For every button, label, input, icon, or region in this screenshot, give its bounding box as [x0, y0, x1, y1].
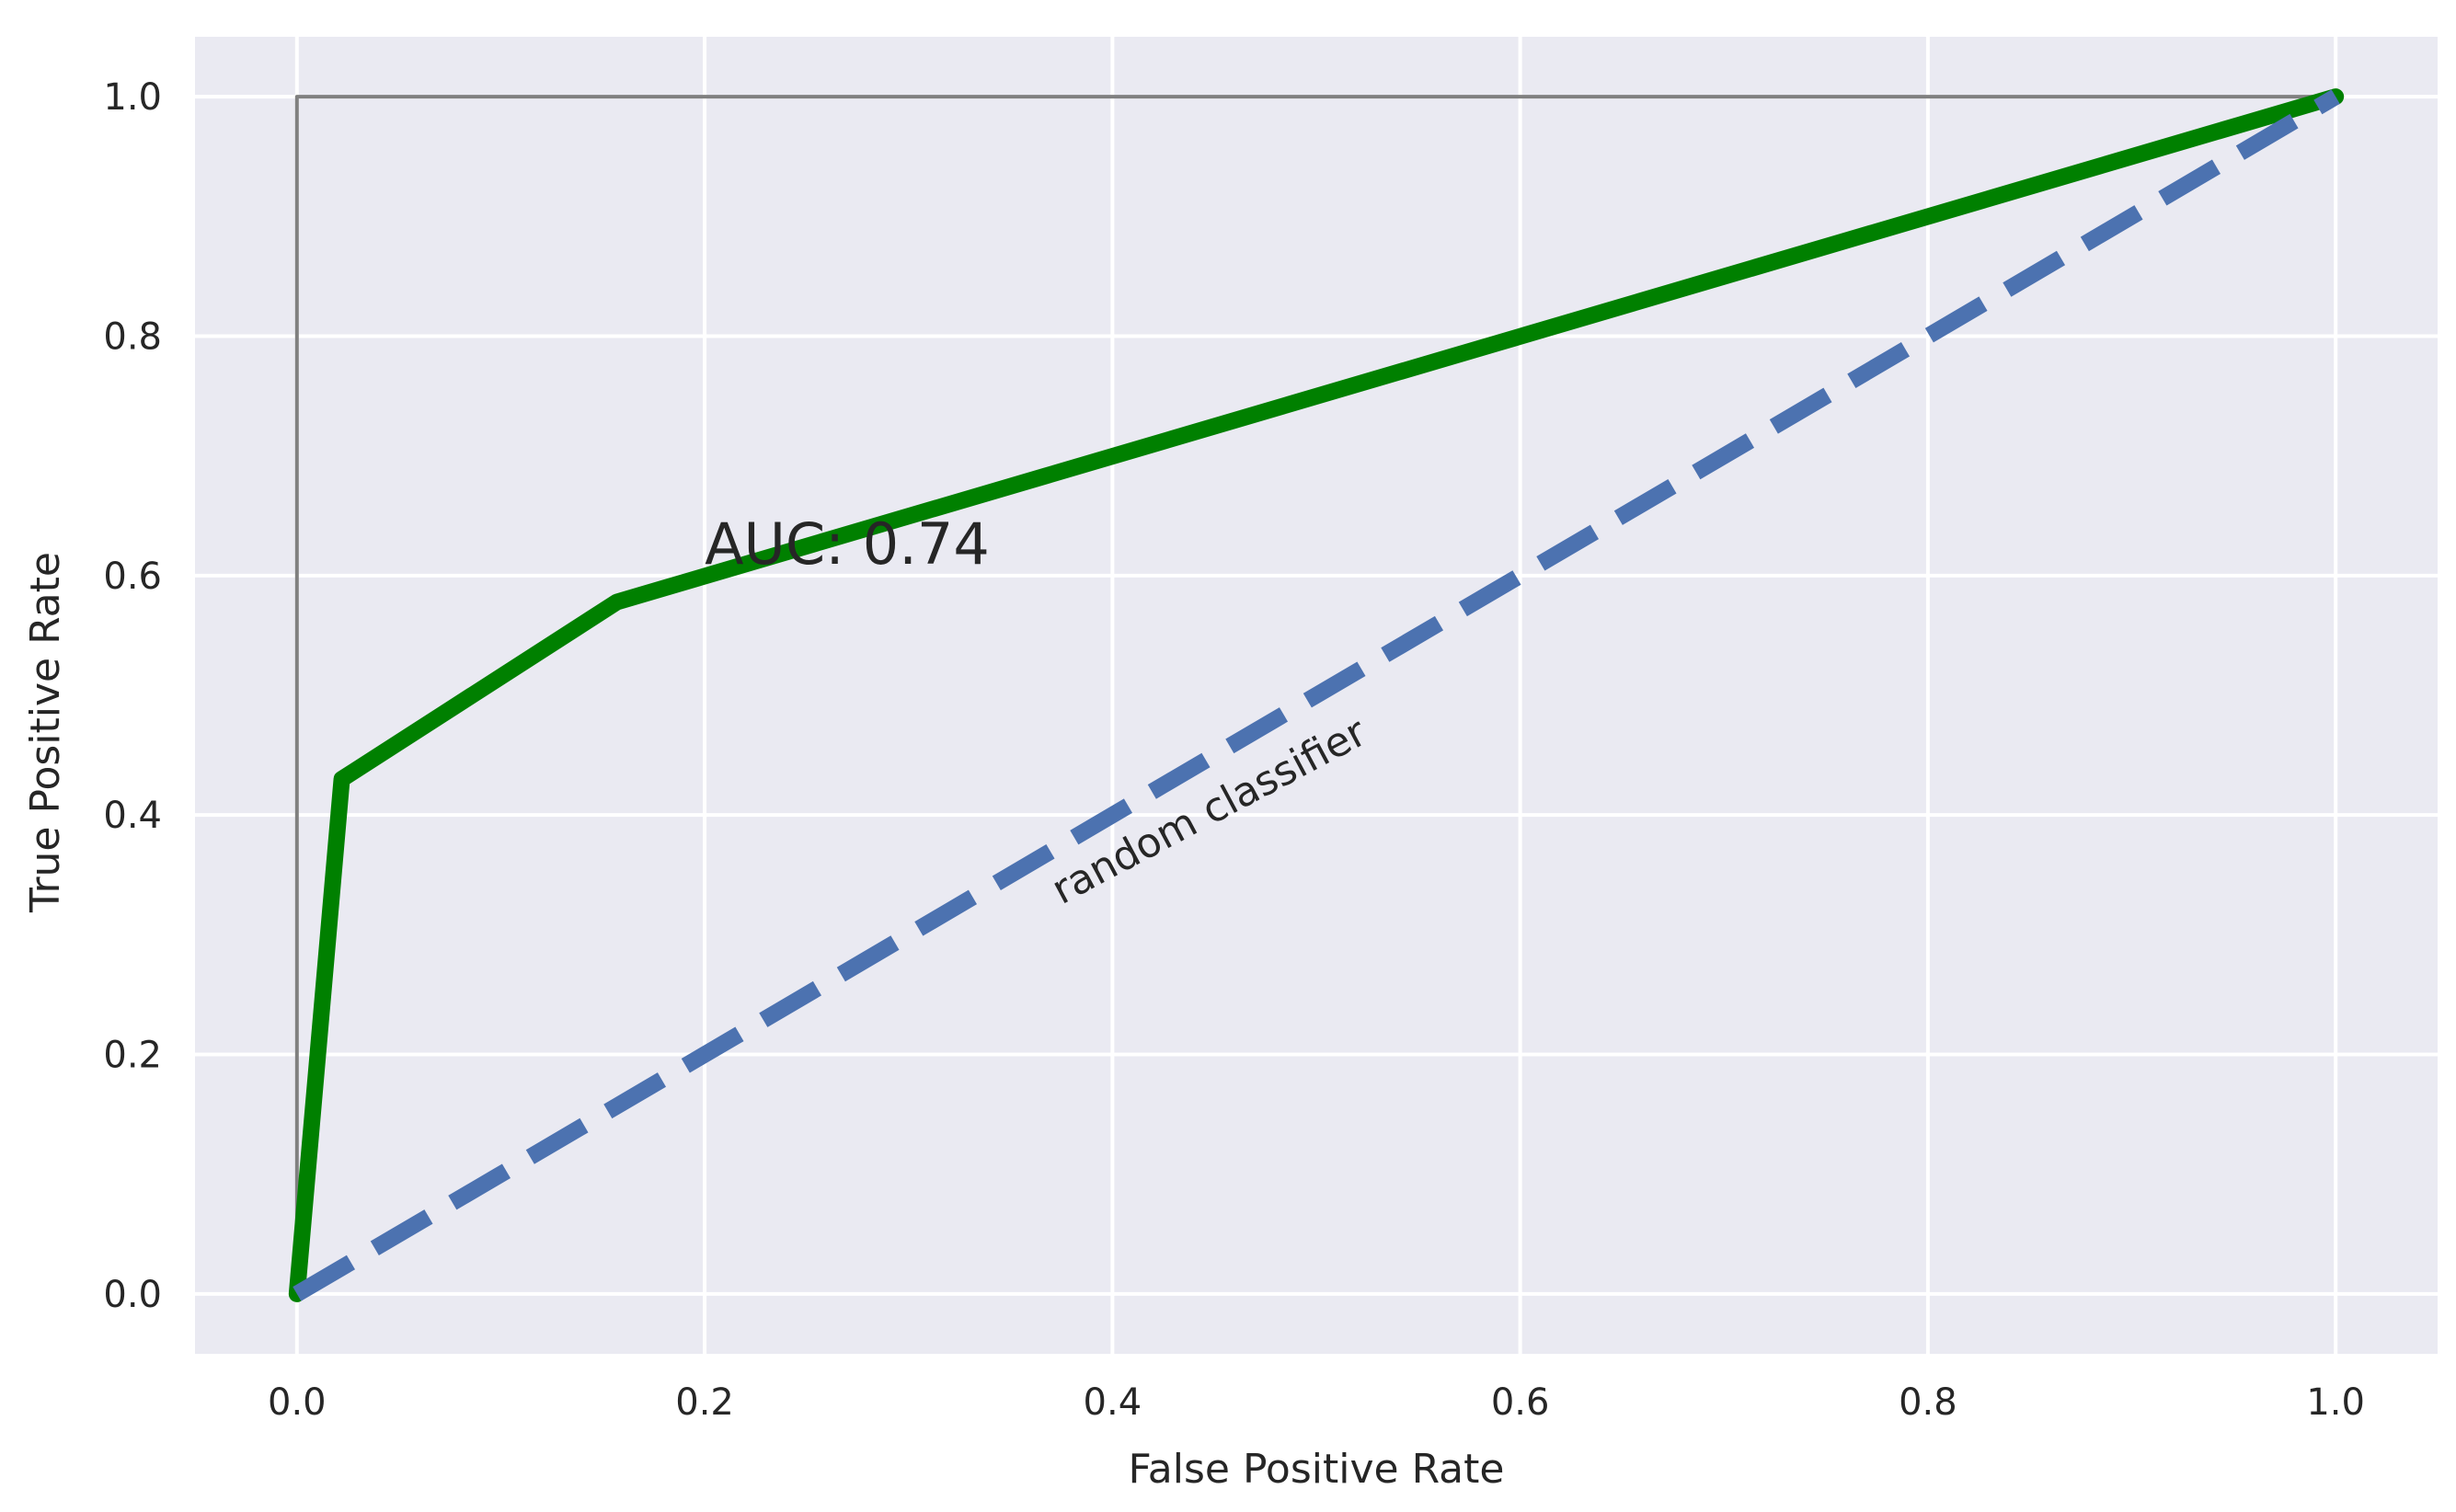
- x-tick-label: 1.0: [2306, 1381, 2365, 1424]
- x-tick-label: 0.2: [675, 1381, 734, 1424]
- roc-curve-line: [288, 88, 2345, 1302]
- x-tick-label: 0.6: [1491, 1381, 1550, 1424]
- y-axis-label: True Positive Rate: [22, 552, 69, 913]
- random-classifier-line: [293, 89, 2340, 1301]
- tick-labels: 0.0 0.2 0.4 0.6 0.8 1.0 0.0 0.2 0.4 0.6 0.8 1.0: [103, 76, 2365, 1424]
- grid-lines: [195, 37, 2438, 1354]
- x-tick-label: 0.0: [268, 1381, 327, 1424]
- y-tick-label: 1.0: [103, 76, 162, 119]
- y-tick-label: 0.6: [103, 556, 162, 598]
- x-tick-label: 0.8: [1899, 1381, 1957, 1424]
- y-tick-label: 0.0: [103, 1274, 162, 1316]
- auc-annotation: AUC: 0.74: [705, 510, 990, 578]
- x-axis-label: False Positive Rate: [1129, 1446, 1505, 1493]
- perfect-classifier-line: [294, 95, 2338, 1296]
- y-tick-label: 0.8: [103, 315, 162, 358]
- series-lines: [288, 88, 2345, 1302]
- x-tick-label: 0.4: [1084, 1381, 1142, 1424]
- y-tick-label: 0.4: [103, 795, 162, 837]
- y-tick-label: 0.2: [103, 1035, 162, 1077]
